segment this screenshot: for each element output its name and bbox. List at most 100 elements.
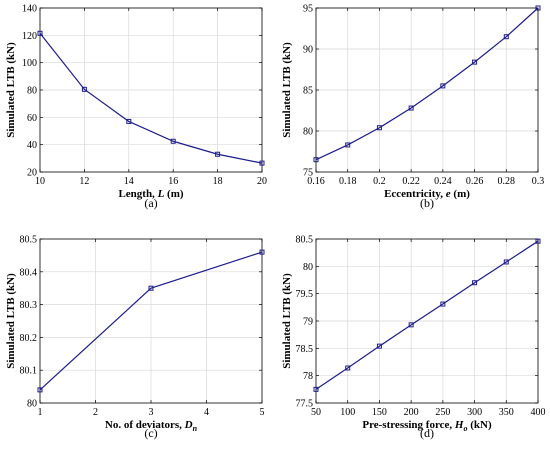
- y-tick-label: 95: [303, 4, 313, 15]
- x-tick-label: 100: [340, 407, 355, 418]
- x-axis-title: Eccentricity, e (m): [384, 188, 470, 200]
- data-point-marker: [535, 5, 541, 11]
- x-axis-subscript: n: [193, 424, 198, 433]
- panel-c: 1 2 3 4 5 80 80.1 80.2 80.3 80.4 80.5 No. of deviat…: [5, 235, 265, 440]
- y-tick-label: 79.5: [296, 289, 314, 300]
- x-axis-symbol: L: [157, 188, 165, 200]
- data-point-marker: [408, 105, 414, 111]
- data-point-marker: [37, 387, 43, 393]
- x-tick-label: 0.24: [434, 176, 452, 187]
- y-tick-label: 85: [303, 86, 313, 97]
- x-tick-label: 5: [260, 407, 265, 418]
- x-tick-label: 50: [311, 407, 321, 418]
- x-tick-label: 150: [372, 407, 387, 418]
- x-tick-label: 0.2: [373, 176, 386, 187]
- y-tick-label: 90: [303, 45, 313, 56]
- panel-caption: (c): [144, 426, 157, 440]
- data-point-marker: [535, 238, 541, 244]
- x-axis-symbol: e: [446, 188, 451, 200]
- y-tick-label: 80: [27, 399, 37, 410]
- x-tick-label: 10: [35, 176, 45, 187]
- x-tick-label: 300: [467, 407, 482, 418]
- y-tick-label: 80.1: [20, 366, 38, 377]
- x-tick-label: 16: [168, 176, 178, 187]
- data-point-marker: [126, 118, 132, 124]
- y-tick-label: 140: [22, 4, 37, 15]
- x-axis-title-text: No. of deviators,: [105, 419, 185, 431]
- data-point-marker: [345, 142, 351, 148]
- data-point-marker: [37, 30, 43, 36]
- data-point-marker: [170, 138, 176, 144]
- data-point-marker: [472, 280, 478, 286]
- data-point-marker: [215, 151, 221, 157]
- y-axis-title: Simulated LTB (kN): [281, 273, 293, 369]
- x-tick-label: 250: [435, 407, 450, 418]
- series-line: [315, 240, 539, 390]
- data-point-marker: [472, 59, 478, 65]
- data-point-marker: [148, 285, 154, 291]
- panel-caption: (a): [144, 196, 157, 210]
- y-tick-label: 80: [303, 262, 313, 273]
- x-axis-title-text: Pre-stressing force,: [362, 419, 455, 431]
- x-axis-title: Pre-stressing force, Ho (kN): [362, 419, 492, 433]
- x-tick-label: 0.18: [339, 176, 357, 187]
- x-axis-subscript: o: [463, 424, 467, 433]
- x-tick-label: 2: [93, 407, 98, 418]
- x-axis-symbol: H: [454, 419, 464, 431]
- x-tick-label: 3: [149, 407, 154, 418]
- x-axis-unit: (m): [451, 188, 471, 200]
- y-tick-label: 79: [303, 317, 313, 328]
- x-axis-unit: (m): [164, 188, 184, 200]
- x-tick-label: 0.22: [402, 176, 420, 187]
- data-point-marker: [259, 249, 265, 255]
- series-line: [315, 7, 539, 161]
- x-tick-label: 0.28: [498, 176, 516, 187]
- series-line: [39, 32, 263, 164]
- x-tick-label: 0.3: [532, 176, 545, 187]
- x-tick-label: 0.26: [466, 176, 484, 187]
- y-tick-label: 75: [303, 168, 313, 179]
- x-axis-title: Length, L (m): [118, 188, 183, 200]
- panel-d: 50 100 150 200 250 300 350 400 77.5 78 78.5 79 79.5 8…: [281, 235, 546, 441]
- y-tick-label: 100: [22, 58, 37, 69]
- data-point-marker: [313, 386, 319, 392]
- y-tick-label: 78: [303, 371, 313, 382]
- x-axis-unit: (kN): [467, 419, 491, 431]
- x-tick-label: 0.16: [307, 176, 325, 187]
- y-tick-label: 120: [22, 31, 37, 42]
- data-point-marker: [408, 322, 414, 328]
- data-point-marker: [440, 301, 446, 307]
- x-tick-label: 1: [38, 407, 43, 418]
- y-tick-label: 40: [27, 140, 37, 151]
- x-axis-title-text: Eccentricity,: [384, 188, 446, 200]
- y-tick-label: 80: [27, 86, 37, 97]
- x-tick-label: 20: [257, 176, 267, 187]
- panel-b: 0.16 0.18 0.2 0.22 0.24 0.26 0.28 0.3 75 80 85 90 95…: [281, 4, 544, 211]
- y-tick-label: 78.5: [296, 344, 314, 355]
- data-point-marker: [440, 83, 446, 89]
- panel-caption: (d): [420, 426, 434, 440]
- y-axis-title: Simulated LTB (kN): [5, 42, 17, 138]
- data-point-marker: [345, 365, 351, 371]
- y-tick-label: 80: [303, 127, 313, 138]
- x-axis-title-text: Length,: [118, 188, 157, 200]
- x-axis-title: No. of deviators, Dn: [105, 419, 198, 433]
- y-tick-label: 77.5: [296, 399, 314, 410]
- panel-caption: (b): [420, 196, 434, 210]
- data-point-marker: [503, 34, 509, 40]
- data-point-marker: [259, 160, 265, 166]
- x-tick-label: 200: [404, 407, 419, 418]
- data-point-marker: [313, 157, 319, 163]
- series-line: [39, 251, 263, 391]
- data-point-marker: [81, 86, 87, 92]
- x-tick-label: 400: [531, 407, 546, 418]
- y-tick-label: 80.5: [296, 235, 314, 246]
- y-tick-label: 80.5: [20, 235, 38, 246]
- x-tick-label: 12: [79, 176, 89, 187]
- panel-a: 10 12 14 16 18 20 20 40 60 80 100 120 140 Length, L (…: [5, 4, 267, 211]
- y-tick-label: 80.4: [20, 267, 38, 278]
- y-tick-label: 60: [27, 113, 37, 124]
- y-axis-title: Simulated LTB (kN): [5, 273, 17, 369]
- x-tick-label: 350: [499, 407, 514, 418]
